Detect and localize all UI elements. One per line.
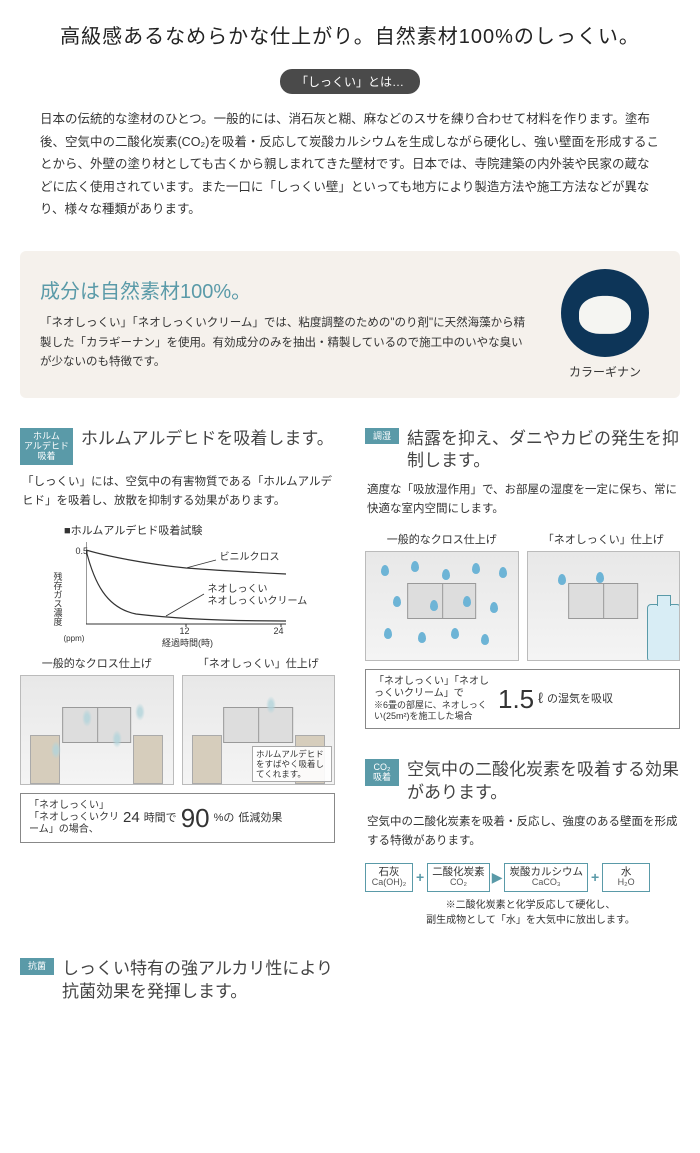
formaldehyde-result: 「ネオしっくい」「ネオしっくいクリーム」の場合、 24 時間で 90 %の 低減… bbox=[20, 793, 335, 843]
formula-cell-0: 石灰 Ca(OH)₂ bbox=[365, 863, 413, 892]
res-tail: 低減効果 bbox=[238, 812, 282, 825]
tag-co2: CO₂ 吸着 bbox=[365, 759, 399, 786]
hres-unit: ℓ bbox=[538, 690, 543, 708]
powder-circle-icon bbox=[561, 269, 649, 357]
chart-xtick-1: 24 bbox=[274, 626, 284, 636]
feature-humidity: 調湿 結露を抑え、ダニやカビの発生を抑制します。 適度な「吸放湿作用」で、お部屋… bbox=[365, 428, 680, 929]
chart-ytick: 0.5 bbox=[76, 546, 89, 556]
bottle-icon bbox=[647, 604, 680, 661]
res-hours-suffix: 時間で bbox=[144, 812, 177, 825]
room-humid-cloth-icon bbox=[365, 551, 519, 661]
room-right-cap: 「ネオしっくい」仕上げ bbox=[182, 655, 336, 671]
humidity-rooms: 一般的なクロス仕上げ bbox=[365, 531, 680, 661]
feature-antibac: 抗菌 しっくい特有の強アルカリ性により抗菌効果を発揮します。 bbox=[20, 958, 335, 1012]
room-callout: ホルムアルデヒドをすばやく吸着してくれます。 bbox=[252, 746, 332, 783]
res-big-suffix: %の bbox=[214, 812, 235, 825]
res-big: 90 bbox=[181, 803, 210, 834]
definition-body: 日本の伝統的な塗材のひとつ。一般的には、消石灰と糊、麻などのスサを練り合わせて材… bbox=[20, 108, 680, 241]
feature-formaldehyde: ホルム アルデヒド 吸着 ホルムアルデヒドを吸着します。 「しっくい」には、空気… bbox=[20, 428, 335, 929]
chart-title: ■ホルムアルデヒド吸着試験 bbox=[64, 522, 335, 538]
chart-series-bottom: ネオしっくい ネオしっくいクリーム bbox=[208, 584, 308, 608]
tag-formaldehyde: ホルム アルデヒド 吸着 bbox=[20, 428, 73, 465]
adsorption-chart: 残存ガス濃度 (ppm) 0.5 12 24 bbox=[48, 542, 308, 647]
co2-desc: 空気中の二酸化炭素を吸着・反応し、強度のある壁面を形成する特徴があります。 bbox=[365, 813, 680, 851]
co2-note: ※二酸化炭素と化学反応して硬化し、 副生成物として「水」を大気中に放出します。 bbox=[365, 898, 680, 928]
feature-co2: CO₂ 吸着 空気中の二酸化炭素を吸着する効果があります。 空気中の二酸化炭素を… bbox=[365, 759, 680, 928]
chart-series-top: ビニルクロス bbox=[220, 552, 280, 564]
tag-humidity: 調湿 bbox=[365, 428, 399, 444]
room-humid-shikkui-icon bbox=[527, 551, 681, 661]
formula-op-0: + bbox=[415, 869, 425, 885]
carrageenan-image: カラーギナン bbox=[550, 269, 660, 380]
natural-ingredients-box: 成分は自然素材100%。 「ネオしっくい」「ネオしっくいクリーム」では、粘度調整… bbox=[20, 251, 680, 398]
chart-y-unit: (ppm) bbox=[64, 634, 85, 643]
formaldehyde-title: ホルムアルデヒドを吸着します。 bbox=[81, 428, 334, 451]
formula-op-1: + bbox=[590, 869, 600, 885]
room-shikkui-icon: ホルムアルデヒドをすばやく吸着してくれます。 bbox=[182, 675, 336, 785]
definition-badge: 「しっくい」とは… bbox=[280, 69, 420, 94]
hres-note: ※6畳の部屋に、ネオしっくい(25m²)を施工した場合 bbox=[374, 700, 494, 722]
formaldehyde-desc: 「しっくい」には、空気中の有害物質である「ホルムアルデヒド」を吸着し、放散を抑制… bbox=[20, 473, 335, 511]
hres-top: 「ネオしっくい」「ネオしっくいクリーム」で bbox=[374, 676, 494, 700]
antibac-title: しっくい特有の強アルカリ性により抗菌効果を発揮します。 bbox=[62, 958, 335, 1004]
formula-cell-2: 炭酸カルシウム CaCO₃ bbox=[504, 863, 588, 892]
chart-xtick-0: 12 bbox=[180, 626, 190, 636]
formula-cell-1: 二酸化炭素 CO₂ bbox=[427, 863, 490, 892]
res-hours: 24 bbox=[123, 809, 140, 827]
natural-title: 成分は自然素材100%。 bbox=[40, 275, 530, 304]
chart-x-label: 経過時間(時) bbox=[162, 636, 213, 649]
formaldehyde-rooms: 一般的なクロス仕上げ 「ネオしっくい」仕上げ bbox=[20, 655, 335, 785]
humidity-result: 「ネオしっくい」「ネオしっくいクリーム」で ※6畳の部屋に、ネオしっくい(25m… bbox=[365, 669, 680, 729]
hres-big: 1.5 bbox=[498, 684, 534, 715]
natural-body: 「ネオしっくい」「ネオしっくいクリーム」では、粘度調整のための"のり剤"に天然海… bbox=[40, 314, 530, 373]
chart-y-label: 残存ガス濃度 bbox=[52, 572, 65, 626]
co2-formula: 石灰 Ca(OH)₂ + 二酸化炭素 CO₂ ▶ 炭酸カルシウム CaCO₃ + bbox=[365, 863, 680, 892]
room-cloth-icon bbox=[20, 675, 174, 785]
hroom-left-cap: 一般的なクロス仕上げ bbox=[365, 531, 519, 547]
formula-arrow: ▶ bbox=[492, 869, 503, 886]
room-left-cap: 一般的なクロス仕上げ bbox=[20, 655, 174, 671]
hres-tail: の湿気を吸収 bbox=[547, 693, 613, 706]
res-prefix: 「ネオしっくい」「ネオしっくいクリーム」の場合、 bbox=[29, 800, 119, 836]
co2-title: 空気中の二酸化炭素を吸着する効果があります。 bbox=[407, 759, 680, 805]
hroom-right-cap: 「ネオしっくい」仕上げ bbox=[527, 531, 681, 547]
page-headline: 高級感あるなめらかな仕上がり。自然素材100%のしっくい。 bbox=[20, 20, 680, 49]
tag-antibac: 抗菌 bbox=[20, 958, 54, 974]
formula-cell-3: 水 H₂O bbox=[602, 863, 650, 892]
carrageenan-label: カラーギナン bbox=[550, 363, 660, 380]
humidity-title: 結露を抑え、ダニやカビの発生を抑制します。 bbox=[407, 428, 680, 474]
humidity-desc: 適度な「吸放湿作用」で、お部屋の湿度を一定に保ち、常に快適な室内空間にします。 bbox=[365, 481, 680, 519]
